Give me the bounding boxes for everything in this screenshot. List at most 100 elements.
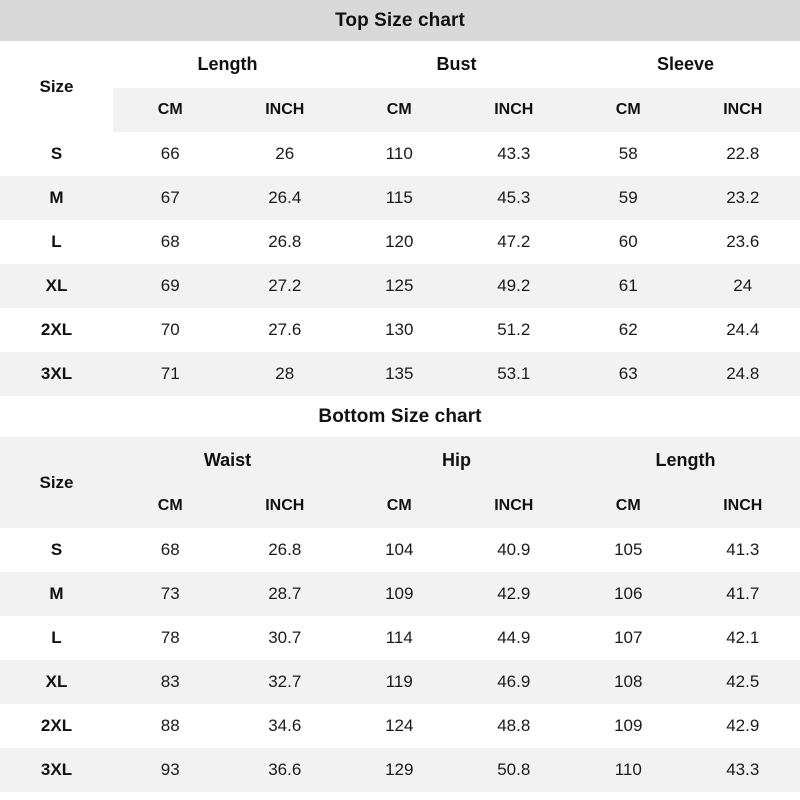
cell-hip-cm: 109 <box>385 584 414 603</box>
cell-length-inch: 41.7 <box>726 584 760 603</box>
row-size-label: M <box>49 188 64 207</box>
cell-length-inch: 26 <box>275 144 295 163</box>
cell-hip-cm: 129 <box>385 760 414 779</box>
cell-length-inch: 27.6 <box>268 320 302 339</box>
row-size-label: 2XL <box>40 716 73 735</box>
cell-length-cm: 106 <box>614 584 643 603</box>
cell-waist-inch: 36.6 <box>268 760 302 779</box>
cell-hip-inch: 48.8 <box>497 716 531 735</box>
bottom-group-hip: Hip <box>442 450 471 470</box>
cell-waist-cm: 88 <box>160 716 180 735</box>
cell-bust-inch: 47.2 <box>497 232 531 251</box>
cell-sleeve-inch: 23.2 <box>726 188 760 207</box>
cell-sleeve-cm: 62 <box>618 320 638 339</box>
cell-length-cm: 71 <box>160 364 180 383</box>
table-row: L 78 30.7 114 44.9 107 42.1 <box>0 616 800 660</box>
top-unit-sleeve-cm: CM <box>615 101 641 118</box>
cell-bust-inch: 53.1 <box>497 364 531 383</box>
cell-hip-inch: 44.9 <box>497 628 531 647</box>
top-unit-length-cm: CM <box>157 101 183 118</box>
cell-length-inch: 27.2 <box>268 276 302 295</box>
cell-sleeve-inch: 24.4 <box>726 320 760 339</box>
cell-length-cm: 67 <box>160 188 180 207</box>
cell-bust-cm: 110 <box>385 144 413 163</box>
top-unit-sleeve-inch: INCH <box>723 101 763 118</box>
cell-length-cm: 110 <box>614 760 642 779</box>
table-row: 2XL 70 27.6 130 51.2 62 24.4 <box>0 308 800 352</box>
row-size-label: S <box>50 540 63 559</box>
cell-length-inch: 42.5 <box>726 672 760 691</box>
cell-sleeve-cm: 60 <box>618 232 638 251</box>
bottom-unit-length-inch: INCH <box>723 497 763 514</box>
cell-hip-inch: 50.8 <box>497 760 531 779</box>
cell-hip-inch: 42.9 <box>497 584 531 603</box>
table-row: 3XL 93 36.6 129 50.8 110 43.3 <box>0 748 800 792</box>
cell-bust-cm: 120 <box>385 232 414 251</box>
table-row: M 73 28.7 109 42.9 106 41.7 <box>0 572 800 616</box>
table-row: XL 69 27.2 125 49.2 61 24 <box>0 264 800 308</box>
top-unit-bust-cm: CM <box>386 101 412 118</box>
cell-sleeve-inch: 24 <box>733 276 753 295</box>
row-size-label: S <box>50 144 63 163</box>
cell-bust-inch: 43.3 <box>497 144 531 163</box>
bottom-unit-length-cm: CM <box>615 497 641 514</box>
cell-waist-inch: 28.7 <box>268 584 302 603</box>
table-row: M 67 26.4 115 45.3 59 23.2 <box>0 176 800 220</box>
cell-waist-cm: 78 <box>160 628 180 647</box>
bottom-chart-header: Size Waist Hip Length CM INCH CM INCH CM… <box>0 437 800 528</box>
cell-length-cm: 70 <box>160 320 180 339</box>
cell-waist-cm: 93 <box>160 760 180 779</box>
bottom-unit-waist-inch: INCH <box>265 497 305 514</box>
top-unit-header-row: CM INCH CM INCH CM INCH <box>113 88 800 132</box>
cell-length-cm: 108 <box>614 672 643 691</box>
cell-length-inch: 41.3 <box>726 540 760 559</box>
cell-length-cm: 109 <box>614 716 643 735</box>
table-row: 3XL 71 28 135 53.1 63 24.8 <box>0 352 800 396</box>
cell-waist-inch: 34.6 <box>268 716 302 735</box>
top-group-bust: Bust <box>436 54 477 74</box>
cell-waist-inch: 26.8 <box>268 540 302 559</box>
cell-hip-cm: 119 <box>385 672 413 691</box>
cell-length-inch: 26.8 <box>268 232 302 251</box>
row-size-label: 2XL <box>40 320 73 339</box>
bottom-unit-hip-cm: CM <box>386 497 412 514</box>
cell-length-inch: 28 <box>275 364 295 383</box>
cell-sleeve-cm: 61 <box>618 276 638 295</box>
top-unit-bust-inch: INCH <box>494 101 534 118</box>
cell-waist-cm: 83 <box>160 672 180 691</box>
cell-bust-cm: 125 <box>385 276 414 295</box>
top-group-sleeve: Sleeve <box>656 54 715 74</box>
cell-length-cm: 107 <box>614 628 643 647</box>
cell-hip-inch: 46.9 <box>497 672 531 691</box>
top-group-header-row: Length Bust Sleeve <box>113 41 800 88</box>
table-row: XL 83 32.7 119 46.9 108 42.5 <box>0 660 800 704</box>
cell-length-cm: 68 <box>160 232 180 251</box>
row-size-label: 3XL <box>40 364 73 383</box>
row-size-label: XL <box>45 672 68 691</box>
top-unit-length-inch: INCH <box>265 101 305 118</box>
cell-waist-inch: 32.7 <box>268 672 302 691</box>
cell-bust-cm: 115 <box>385 188 413 207</box>
row-size-label: 3XL <box>40 760 73 779</box>
bottom-unit-hip-inch: INCH <box>494 497 534 514</box>
cell-length-cm: 66 <box>160 144 180 163</box>
cell-bust-inch: 51.2 <box>497 320 531 339</box>
bottom-chart-title: Bottom Size chart <box>0 396 800 437</box>
top-chart-title: Top Size chart <box>0 0 800 41</box>
table-row: L 68 26.8 120 47.2 60 23.6 <box>0 220 800 264</box>
top-group-length: Length <box>197 54 258 74</box>
bottom-group-header-row: Waist Hip Length <box>113 437 800 484</box>
bottom-group-length: Length <box>655 450 716 470</box>
top-size-column-header: Size <box>39 76 74 96</box>
cell-hip-cm: 104 <box>385 540 414 559</box>
cell-sleeve-inch: 22.8 <box>726 144 760 163</box>
cell-sleeve-cm: 59 <box>618 188 638 207</box>
cell-length-inch: 42.1 <box>726 628 760 647</box>
bottom-size-column-header: Size <box>39 472 74 492</box>
row-size-label: L <box>51 628 62 647</box>
cell-length-inch: 43.3 <box>726 760 760 779</box>
cell-sleeve-inch: 24.8 <box>726 364 760 383</box>
row-size-label: M <box>49 584 64 603</box>
row-size-label: XL <box>45 276 68 295</box>
